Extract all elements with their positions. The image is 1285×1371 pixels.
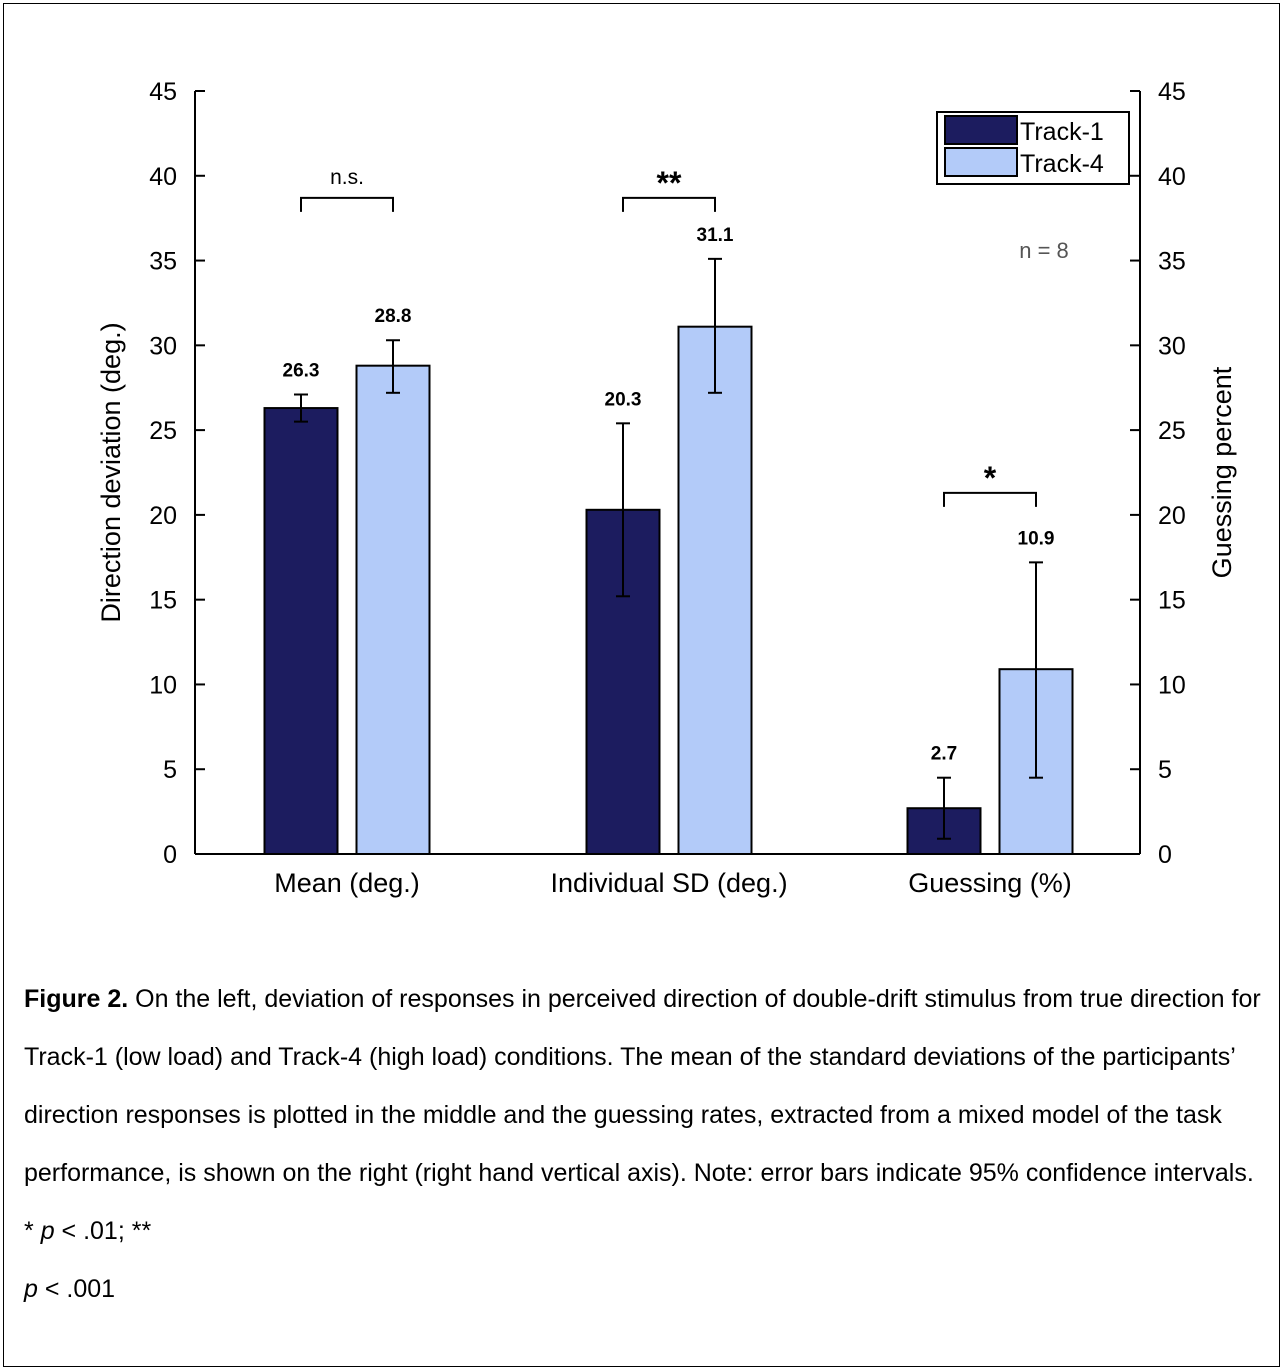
right-y-tick-label: 20	[1158, 502, 1186, 530]
y-axis-label-left: Direction deviation (deg.)	[96, 322, 126, 622]
bar-value-label: 31.1	[697, 225, 734, 246]
left-y-tick-label: 45	[149, 78, 177, 106]
significance-label: n.s.	[330, 166, 364, 189]
significance-bracket	[300, 196, 394, 212]
bar	[355, 364, 431, 855]
legend-label: Track-1	[1020, 118, 1104, 146]
caption-text-2: < .01; **	[54, 1217, 152, 1245]
left-y-tick-label: 20	[149, 502, 177, 530]
left-y-tick-label: 25	[149, 417, 177, 445]
legend-swatch	[944, 115, 1018, 145]
right-y-tick-label: 35	[1158, 248, 1186, 276]
right-y-tick-label: 10	[1158, 671, 1186, 699]
caption-text-3: < .001	[37, 1275, 116, 1303]
right-y-tick-label: 5	[1158, 756, 1172, 784]
legend-swatch	[944, 147, 1018, 177]
left-y-tick-label: 0	[163, 841, 177, 869]
chart-legend: Track-1 Track-4	[936, 111, 1130, 185]
chart-bars	[263, 325, 1074, 855]
right-y-tick-label: 30	[1158, 332, 1186, 360]
right-y-tick-label: 15	[1158, 587, 1186, 615]
chart-error-bars	[294, 257, 1043, 840]
caption-text-1: On the left, deviation of responses in p…	[24, 985, 1261, 1245]
significance-label: **	[657, 165, 682, 201]
bar-value-label: 26.3	[283, 361, 320, 382]
left-y-tick-label: 15	[149, 587, 177, 615]
x-tick-label: Guessing (%)	[908, 868, 1072, 898]
bar	[263, 407, 339, 855]
figure-caption: Figure 2. On the left, deviation of resp…	[24, 970, 1264, 1318]
left-y-tick-label: 40	[149, 163, 177, 191]
p-symbol: p	[40, 1217, 55, 1245]
sample-size-annotation: n = 8	[1019, 238, 1069, 263]
bar-value-label: 2.7	[931, 744, 957, 765]
right-y-tick-label: 0	[1158, 841, 1172, 869]
chart-axes: 0 0 5 5 10 10 15 15 20 20 25 25 30 30 35 35 40 40 45 45 Mean…	[96, 78, 1237, 898]
right-y-tick-label: 25	[1158, 417, 1186, 445]
significance-bracket	[943, 491, 1037, 507]
legend-label: Track-4	[1020, 150, 1104, 178]
bar-value-label: 10.9	[1018, 528, 1055, 549]
right-y-tick-label: 45	[1158, 78, 1186, 106]
significance-brackets: n.s. ***	[300, 165, 1037, 507]
bar-chart: 0 0 5 5 10 10 15 15 20 20 25 25 30 30 35 35 40 40 45 45 Mean…	[96, 78, 1237, 898]
left-y-tick-label: 30	[149, 332, 177, 360]
x-tick-label: Individual SD (deg.)	[550, 868, 787, 898]
y-axis-label-right: Guessing percent	[1207, 366, 1237, 578]
left-y-tick-label: 35	[149, 248, 177, 276]
x-tick-label: Mean (deg.)	[274, 868, 420, 898]
left-y-tick-label: 5	[163, 756, 177, 784]
p-symbol-2: p	[24, 1275, 38, 1303]
significance-bracket	[622, 196, 716, 212]
bar-value-label: 28.8	[375, 306, 412, 327]
bar	[677, 325, 753, 855]
right-y-tick-label: 40	[1158, 163, 1186, 191]
bar-value-label: 20.3	[605, 389, 642, 410]
significance-label: *	[984, 460, 997, 496]
figure-label: Figure 2.	[24, 985, 129, 1013]
figure-frame	[3, 3, 1280, 1367]
left-y-tick-label: 10	[149, 671, 177, 699]
chart-value-labels: 26.3 20.3 2.7 28.8 31.1 10.9	[283, 225, 1055, 765]
